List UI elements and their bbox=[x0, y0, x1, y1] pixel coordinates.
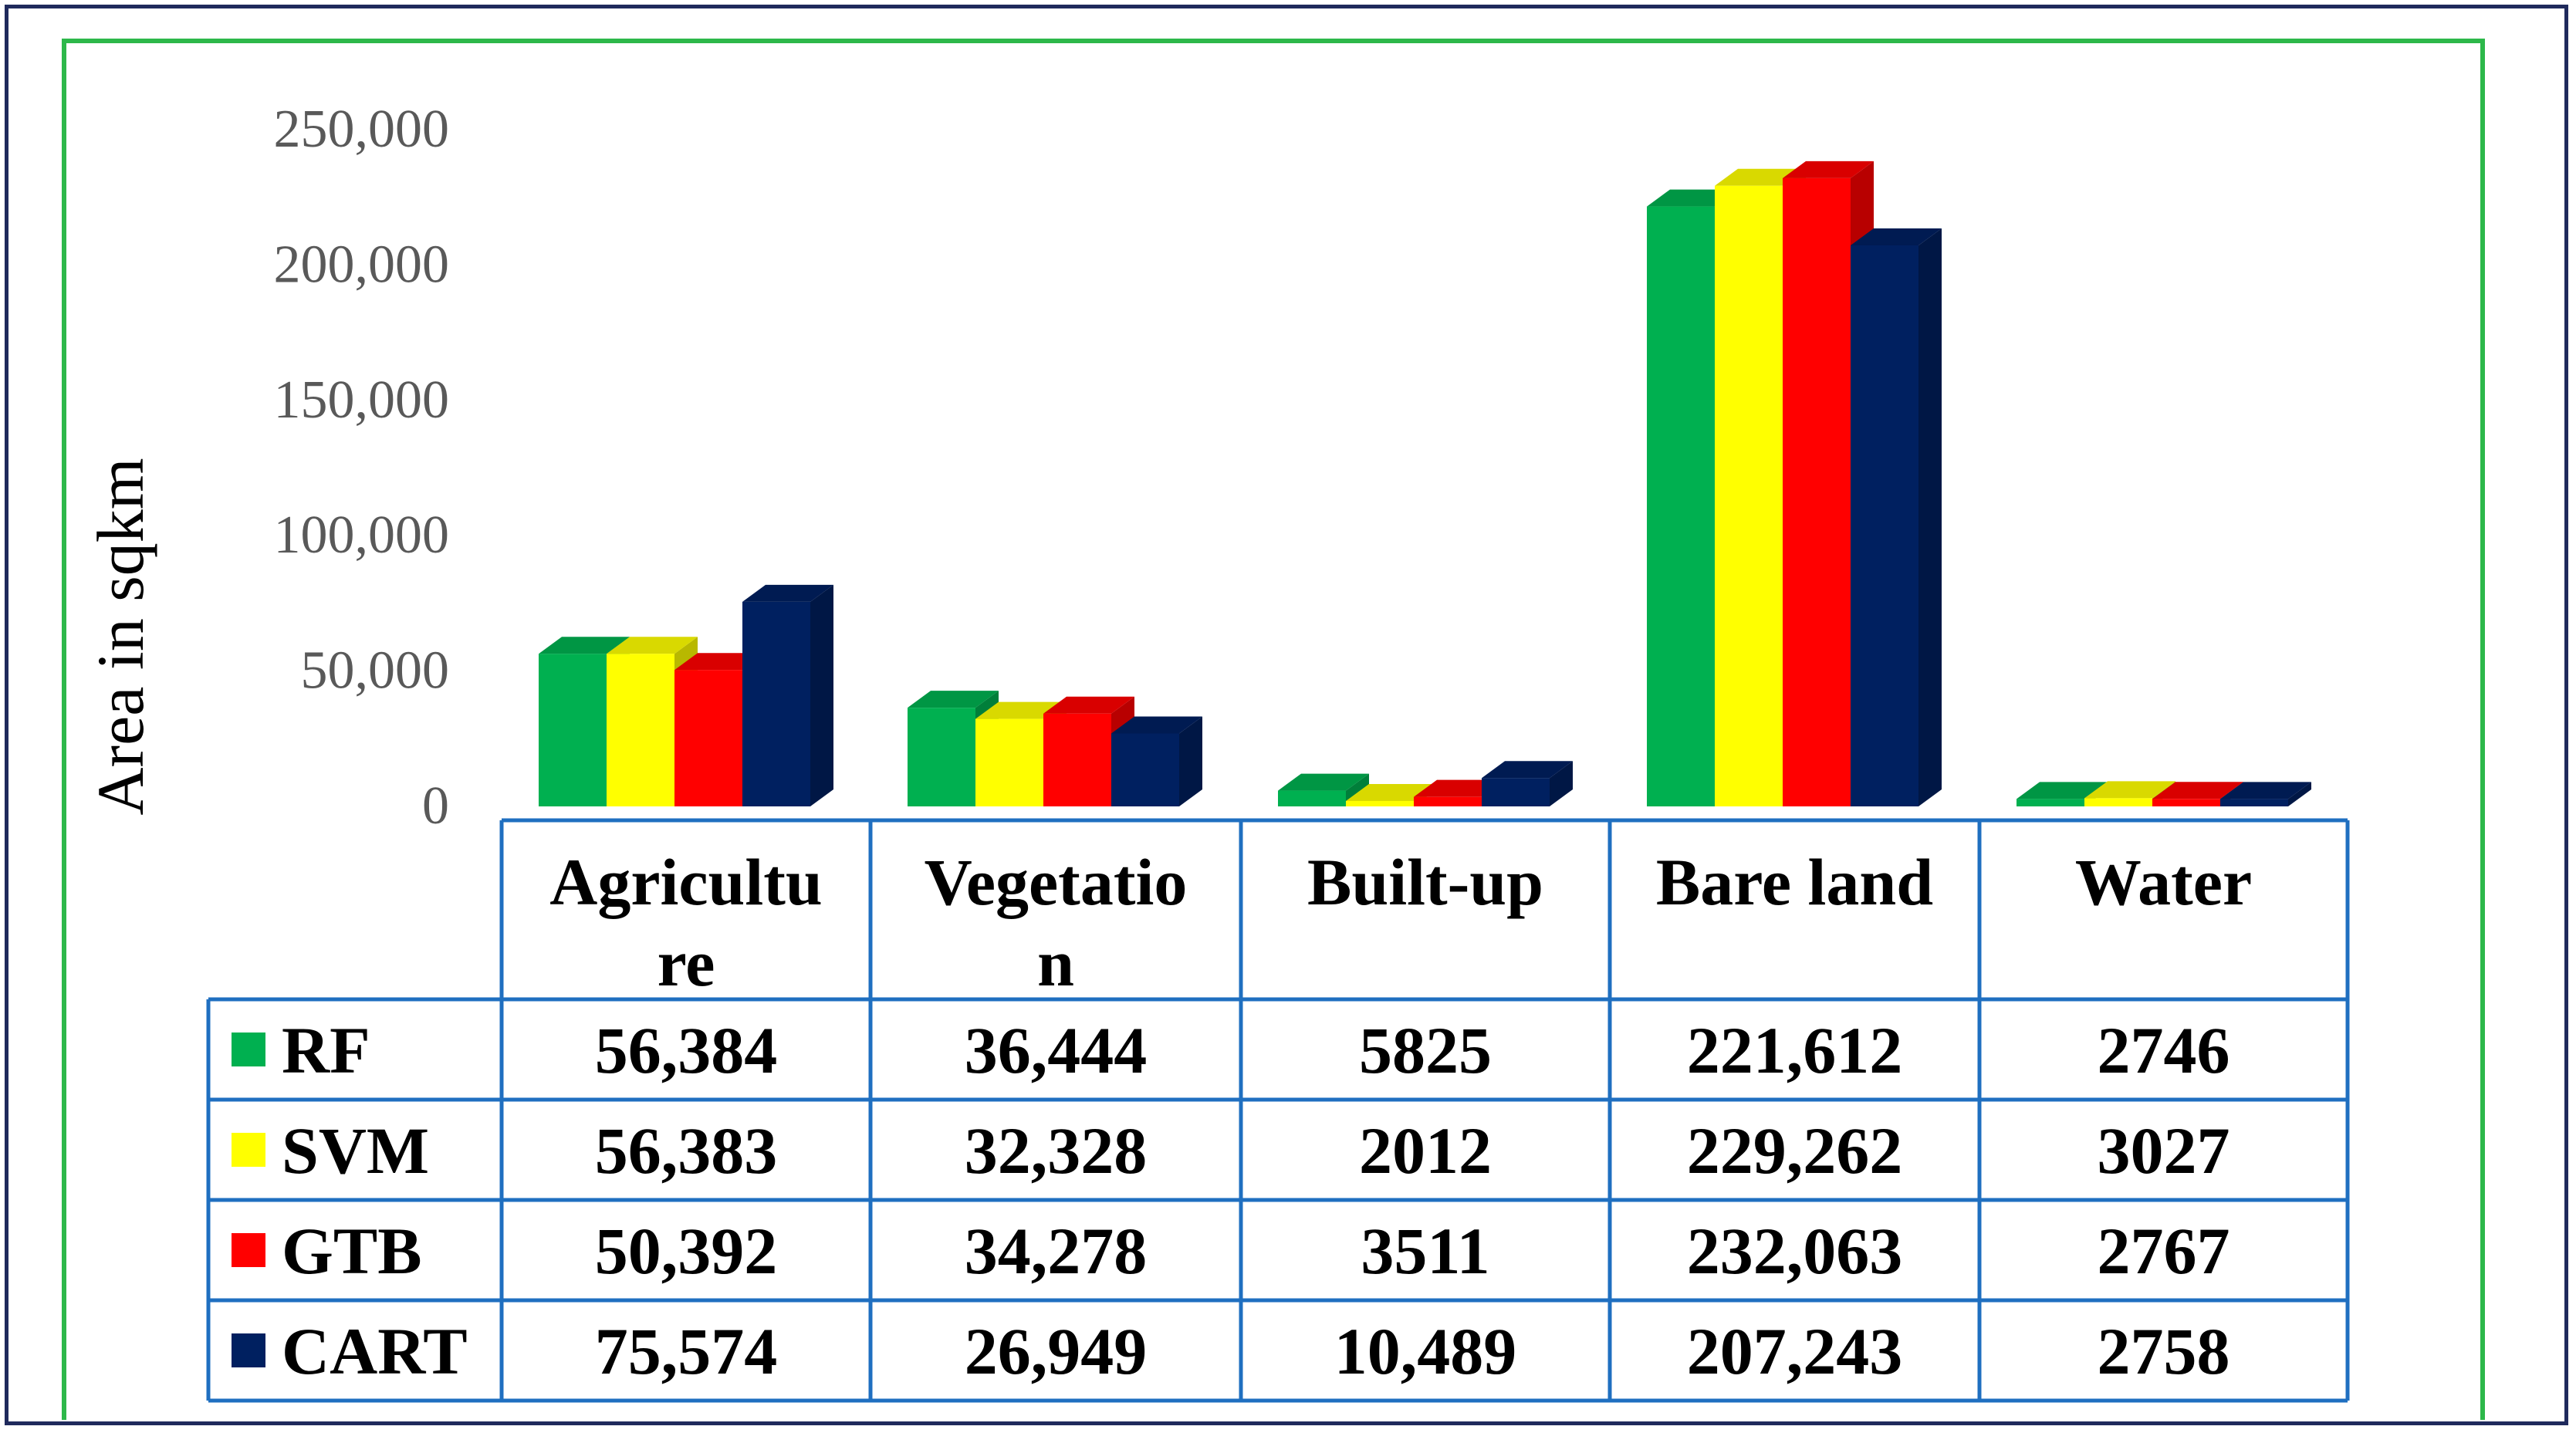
bar-front bbox=[674, 670, 742, 806]
table-cell-value: 2767 bbox=[2098, 1214, 2230, 1288]
bar-front bbox=[742, 601, 810, 806]
bar-front bbox=[1647, 206, 1715, 807]
legend-label-svm: SVM bbox=[282, 1114, 429, 1188]
y-tick-label: 50,000 bbox=[301, 641, 450, 701]
y-axis-title: Area in sqkm bbox=[83, 458, 157, 815]
bar-rf-built-up bbox=[1278, 773, 1369, 806]
table-cell-value: 232,063 bbox=[1687, 1214, 1903, 1288]
bar-front bbox=[539, 654, 607, 806]
legend-key-svm bbox=[232, 1133, 265, 1167]
y-tick-label: 0 bbox=[422, 776, 449, 836]
bar-top bbox=[607, 637, 698, 654]
table-cell-value: 50,392 bbox=[595, 1214, 778, 1288]
category-label: re bbox=[658, 926, 715, 1000]
bar-side bbox=[1550, 761, 1573, 806]
table-cell-value: 3027 bbox=[2098, 1114, 2230, 1188]
category-label: Built-up bbox=[1307, 845, 1543, 919]
table-cell-value: 2012 bbox=[1359, 1114, 1492, 1188]
legend-key-gtb bbox=[232, 1233, 265, 1267]
bar-front bbox=[1111, 733, 1179, 806]
table-cell-value: 75,574 bbox=[595, 1314, 778, 1388]
y-axis-title-group: Area in sqkm bbox=[83, 458, 157, 815]
table-cell-value: 229,262 bbox=[1687, 1114, 1903, 1188]
table-cell-value: 3511 bbox=[1361, 1214, 1489, 1288]
bar-top bbox=[1111, 716, 1202, 734]
legend-label-gtb: GTB bbox=[282, 1214, 422, 1288]
y-tick-label: 250,000 bbox=[274, 100, 450, 159]
bar-top bbox=[539, 637, 630, 654]
bar-front bbox=[1482, 778, 1550, 806]
bar-front bbox=[2084, 798, 2152, 806]
bar-cart-vegetation bbox=[1111, 716, 1202, 806]
bar-side bbox=[1918, 228, 1942, 806]
table-cell-value: 26,949 bbox=[965, 1314, 1148, 1388]
category-label: Agricultu bbox=[549, 845, 823, 919]
table-cell-value: 2746 bbox=[2098, 1013, 2230, 1087]
table-cell-value: 5825 bbox=[1359, 1013, 1492, 1087]
bar-side bbox=[810, 584, 833, 806]
bar-cart-built-up bbox=[1482, 761, 1573, 806]
bar-top bbox=[908, 691, 999, 708]
category-label: Water bbox=[2075, 845, 2252, 919]
legend-label-cart: CART bbox=[282, 1314, 468, 1388]
legend-label-rf: RF bbox=[282, 1013, 370, 1087]
legend-key-cart bbox=[232, 1333, 265, 1367]
bar-front bbox=[1783, 177, 1851, 807]
bar-top bbox=[1482, 761, 1573, 779]
bar-front bbox=[607, 654, 674, 806]
table-cell-value: 207,243 bbox=[1687, 1314, 1903, 1388]
bar-top bbox=[1043, 696, 1134, 714]
table-cell-value: 2758 bbox=[2098, 1314, 2230, 1388]
bar-top bbox=[1851, 228, 1942, 245]
bar-front bbox=[1346, 800, 1414, 806]
bar-cart-agriculture bbox=[742, 584, 833, 806]
bar-front bbox=[2220, 799, 2288, 806]
bar-side bbox=[2288, 782, 2311, 806]
bar-cart-bare-land bbox=[1851, 228, 1942, 806]
bar-top bbox=[2220, 782, 2311, 799]
category-label: Vegetatio bbox=[925, 845, 1188, 919]
bar-front bbox=[908, 708, 975, 806]
outer-frame bbox=[5, 5, 2568, 1425]
bar-top bbox=[2017, 782, 2108, 799]
bar-top bbox=[1278, 773, 1369, 791]
category-label: n bbox=[1037, 926, 1074, 1000]
bar-front bbox=[2152, 799, 2220, 806]
bar-top bbox=[2152, 782, 2243, 799]
inner-frame bbox=[62, 39, 2485, 1420]
table-cell-value: 32,328 bbox=[965, 1114, 1148, 1188]
bar-front bbox=[1043, 713, 1111, 806]
bar-front bbox=[2017, 799, 2084, 806]
bar-front bbox=[975, 718, 1043, 806]
bar-front bbox=[1715, 185, 1783, 806]
y-tick-label: 200,000 bbox=[274, 235, 450, 294]
table-cell-value: 221,612 bbox=[1687, 1013, 1903, 1087]
bar-front bbox=[1278, 790, 1346, 806]
bar-top bbox=[2084, 781, 2175, 799]
category-label: Bare land bbox=[1656, 845, 1933, 919]
y-tick-label: 150,000 bbox=[274, 370, 450, 430]
bars bbox=[539, 161, 2311, 807]
y-tick-label: 100,000 bbox=[274, 505, 450, 565]
bar-cart-water bbox=[2220, 782, 2311, 806]
table-cell-value: 10,489 bbox=[1334, 1314, 1517, 1388]
table-cell-value: 36,444 bbox=[965, 1013, 1148, 1087]
table-cell-value: 56,384 bbox=[595, 1013, 778, 1087]
table-cell-value: 34,278 bbox=[965, 1214, 1148, 1288]
bar-top bbox=[1783, 161, 1874, 178]
table-cell-value: 56,383 bbox=[595, 1114, 778, 1188]
legend-key-rf bbox=[232, 1033, 265, 1066]
bar-top bbox=[742, 584, 833, 602]
bar-side bbox=[1179, 716, 1202, 806]
bar-front bbox=[1851, 245, 1918, 806]
y-axis-ticks: 0 50,000 100,000 150,000 200,000 250,000 bbox=[274, 100, 450, 836]
bar-front bbox=[1414, 796, 1482, 806]
